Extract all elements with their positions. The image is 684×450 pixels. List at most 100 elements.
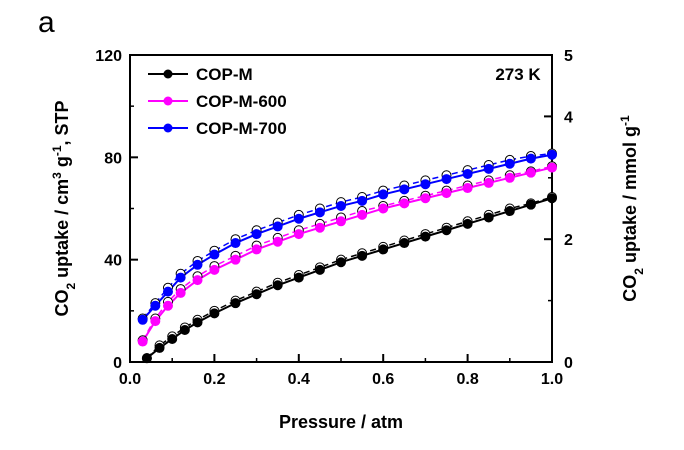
adsorption-point — [272, 221, 283, 232]
adsorption-point — [251, 229, 262, 240]
adsorption-point — [378, 244, 389, 255]
adsorption-line — [141, 153, 553, 321]
adsorption-point — [525, 167, 536, 178]
adsorption-point — [483, 163, 494, 174]
adsorption-point — [547, 193, 557, 204]
adsorption-line — [146, 197, 553, 359]
adsorption-point — [462, 168, 473, 179]
legend-marker — [163, 96, 173, 106]
adsorption-point — [314, 264, 325, 275]
adsorption-point — [462, 183, 473, 194]
adsorption-point — [293, 272, 304, 283]
adsorption-point — [230, 254, 241, 265]
adsorption-point — [175, 272, 186, 283]
y-left-tick-label: 120 — [95, 48, 122, 65]
y-right-axis-title: CO2 uptake / mmol g-1 — [618, 115, 646, 302]
series-cop-m — [141, 191, 557, 364]
y-right-tick-label: 2 — [564, 232, 573, 249]
y-left-tick-label: 0 — [113, 355, 122, 372]
adsorption-point — [483, 212, 494, 223]
x-tick-label: 0.2 — [203, 371, 225, 388]
adsorption-point — [293, 229, 304, 240]
adsorption-point — [462, 218, 473, 229]
y-left-tick-label: 40 — [104, 253, 122, 270]
adsorption-line — [141, 166, 553, 343]
x-tick-label: 0.8 — [456, 371, 478, 388]
adsorption-point — [441, 225, 452, 236]
y-right-tick-label: 4 — [564, 109, 573, 126]
adsorption-point — [525, 153, 536, 164]
adsorption-point — [399, 238, 410, 249]
adsorption-point — [150, 300, 161, 311]
adsorption-point — [420, 179, 431, 190]
adsorption-point — [179, 325, 190, 336]
adsorption-point — [293, 213, 304, 224]
desorption-line — [146, 196, 553, 359]
adsorption-point — [251, 244, 262, 255]
panel-label: a — [38, 6, 55, 39]
y-left-tick-label: 80 — [104, 150, 122, 167]
adsorption-point — [336, 216, 346, 227]
legend-marker — [163, 69, 173, 79]
adsorption-point — [483, 177, 494, 188]
adsorption-point — [167, 333, 178, 344]
adsorption-point — [141, 353, 152, 364]
adsorption-point — [399, 198, 410, 209]
adsorption-point — [137, 314, 148, 325]
adsorption-point — [441, 188, 452, 199]
adsorption-point — [336, 200, 346, 211]
legend-item: COP-M-700 — [148, 119, 287, 138]
series-cop-m-700 — [137, 148, 557, 325]
legend: COP-M COP-M-600 COP-M-700 — [148, 65, 287, 138]
series-cop-m-600 — [137, 161, 557, 347]
adsorption-point — [162, 286, 173, 297]
adsorption-point — [192, 259, 203, 270]
x-tick-label: 0.6 — [372, 371, 394, 388]
adsorption-point — [314, 207, 325, 218]
series-layer — [137, 148, 557, 364]
adsorption-point — [357, 209, 368, 220]
legend-label: COP-M — [196, 65, 253, 84]
adsorption-point — [420, 231, 431, 242]
temperature-annotation: 273 K — [495, 65, 541, 84]
adsorption-point — [209, 249, 220, 260]
adsorption-point — [357, 250, 368, 261]
adsorption-point — [230, 238, 241, 249]
x-tick-label: 0.4 — [288, 371, 310, 388]
adsorption-point — [441, 174, 452, 185]
adsorption-point — [251, 289, 262, 300]
adsorption-point — [272, 236, 283, 247]
y-right-tick-label: 0 — [564, 355, 573, 372]
adsorption-point — [175, 287, 186, 298]
adsorption-point — [420, 193, 431, 204]
adsorption-point — [314, 222, 325, 233]
adsorption-point — [504, 158, 515, 169]
y-right-tick-label: 5 — [564, 48, 573, 65]
adsorption-point — [162, 300, 173, 311]
adsorption-point — [209, 308, 220, 319]
adsorption-point — [150, 316, 161, 327]
adsorption-point — [209, 264, 220, 275]
adsorption-point — [378, 203, 389, 214]
adsorption-point — [192, 275, 203, 286]
legend-label: COP-M-600 — [196, 92, 287, 111]
adsorption-point — [192, 317, 203, 328]
legend-item: COP-M-600 — [148, 92, 287, 111]
x-tick-label: 0.0 — [119, 371, 141, 388]
x-axis-title: Pressure / atm — [279, 412, 403, 432]
x-tick-label: 1.0 — [541, 371, 563, 388]
legend-label: COP-M-700 — [196, 119, 287, 138]
desorption-line — [142, 165, 553, 341]
adsorption-point — [336, 257, 346, 268]
legend-marker — [163, 123, 173, 133]
adsorption-point — [272, 280, 283, 291]
adsorption-point — [154, 342, 165, 353]
adsorption-point — [525, 199, 536, 210]
legend-item: COP-M — [148, 65, 253, 84]
adsorption-point — [137, 336, 148, 347]
adsorption-point — [357, 195, 368, 206]
adsorption-point — [504, 206, 515, 217]
desorption-line — [142, 152, 553, 319]
